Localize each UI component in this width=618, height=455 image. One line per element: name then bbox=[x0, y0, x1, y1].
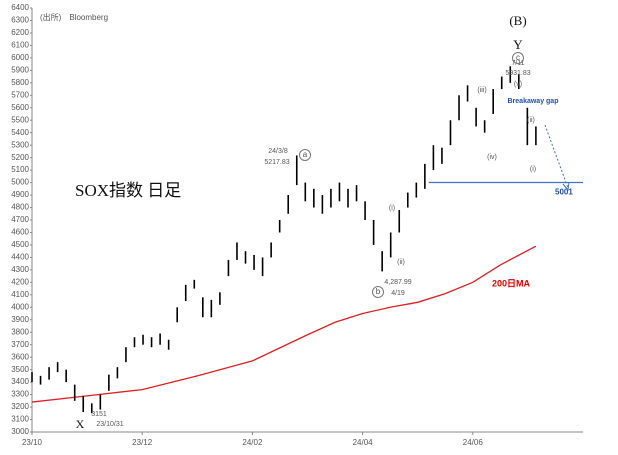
y-tick-label: 4000 bbox=[11, 302, 29, 311]
y-tick-label: 3300 bbox=[11, 390, 29, 399]
chart-title: SOX指数 日足 bbox=[75, 181, 181, 200]
y-tick-label: 5500 bbox=[11, 115, 29, 124]
y-tick-label: 4800 bbox=[11, 203, 29, 212]
annotation: c bbox=[516, 53, 520, 62]
x-tick-label: 23/12 bbox=[132, 438, 153, 447]
annotation: 4,287.99 bbox=[384, 279, 411, 286]
y-tick-label: 6400 bbox=[11, 3, 29, 12]
y-tick-label: 5600 bbox=[11, 103, 29, 112]
y-tick-label: 5000 bbox=[11, 178, 29, 187]
source: (出所) Bloomberg bbox=[40, 12, 108, 22]
y-tick-label: 4900 bbox=[11, 190, 29, 199]
annotation: 3151 bbox=[91, 411, 107, 418]
y-tick-label: 6300 bbox=[11, 16, 29, 25]
ma-label: 200日MA bbox=[492, 278, 531, 288]
y-tick-label: 3400 bbox=[11, 377, 29, 386]
y-tick-label: 5200 bbox=[11, 153, 29, 162]
annotation: 23/10/31 bbox=[96, 421, 123, 428]
annotation: 24/3/8 bbox=[268, 148, 288, 155]
annotation: (i) bbox=[530, 166, 536, 173]
y-tick-label: 5700 bbox=[11, 90, 29, 99]
y-tick-label: 3700 bbox=[11, 340, 29, 349]
annotation: 5217.83 bbox=[264, 159, 289, 166]
annotation: Y bbox=[513, 37, 523, 52]
y-tick-label: 6100 bbox=[11, 41, 29, 50]
y-tick-label: 4700 bbox=[11, 215, 29, 224]
annotation: (i) bbox=[389, 205, 395, 212]
annotation: b bbox=[376, 287, 381, 296]
annotation: X bbox=[76, 417, 85, 431]
annotation: Breakaway gap bbox=[508, 98, 559, 105]
y-tick-label: 4100 bbox=[11, 290, 29, 299]
annotation: (ii) bbox=[527, 117, 535, 124]
y-tick-label: 5900 bbox=[11, 65, 29, 74]
y-tick-label: 5300 bbox=[11, 140, 29, 149]
annotation: 5931.83 bbox=[505, 70, 530, 77]
y-tick-label: 4300 bbox=[11, 265, 29, 274]
y-tick-label: 3000 bbox=[11, 427, 29, 436]
y-tick-label: 3200 bbox=[11, 402, 29, 411]
y-tick-label: 4400 bbox=[11, 253, 29, 262]
moving-average bbox=[31, 245, 537, 403]
annotation: (iv) bbox=[487, 154, 497, 161]
y-tick-label: 3100 bbox=[11, 415, 29, 424]
wave-circle bbox=[299, 149, 311, 161]
support-label: 5001 bbox=[555, 188, 573, 197]
y-tick-label: 3900 bbox=[11, 315, 29, 324]
arrow-head bbox=[562, 181, 570, 192]
annotation: 4/19 bbox=[391, 290, 405, 297]
annotation: a bbox=[303, 150, 308, 159]
y-tick-label: 6200 bbox=[11, 28, 29, 37]
annotation: (v) bbox=[514, 81, 522, 88]
y-tick-label: 3500 bbox=[11, 365, 29, 374]
y-tick-label: 6000 bbox=[11, 53, 29, 62]
annotation: (B) bbox=[509, 13, 526, 28]
y-tick-label: 3800 bbox=[11, 327, 29, 336]
x-tick-label: 24/06 bbox=[463, 438, 484, 447]
y-tick-label: 3600 bbox=[11, 352, 29, 361]
y-tick-label: 4500 bbox=[11, 240, 29, 249]
x-tick-label: 24/04 bbox=[353, 438, 374, 447]
y-tick-label: 5400 bbox=[11, 128, 29, 137]
annotation: (ii) bbox=[397, 259, 405, 266]
arrow bbox=[544, 124, 569, 189]
wave-circle bbox=[372, 286, 384, 298]
y-tick-label: 4600 bbox=[11, 228, 29, 237]
y-tick-label: 4200 bbox=[11, 277, 29, 286]
wave-circle bbox=[512, 52, 524, 64]
y-tick-label: 5100 bbox=[11, 165, 29, 174]
x-tick-label: 24/02 bbox=[242, 438, 263, 447]
y-tick-label: 5800 bbox=[11, 78, 29, 87]
x-tick-label: 23/10 bbox=[22, 438, 43, 447]
annotation: (iii) bbox=[477, 87, 486, 94]
